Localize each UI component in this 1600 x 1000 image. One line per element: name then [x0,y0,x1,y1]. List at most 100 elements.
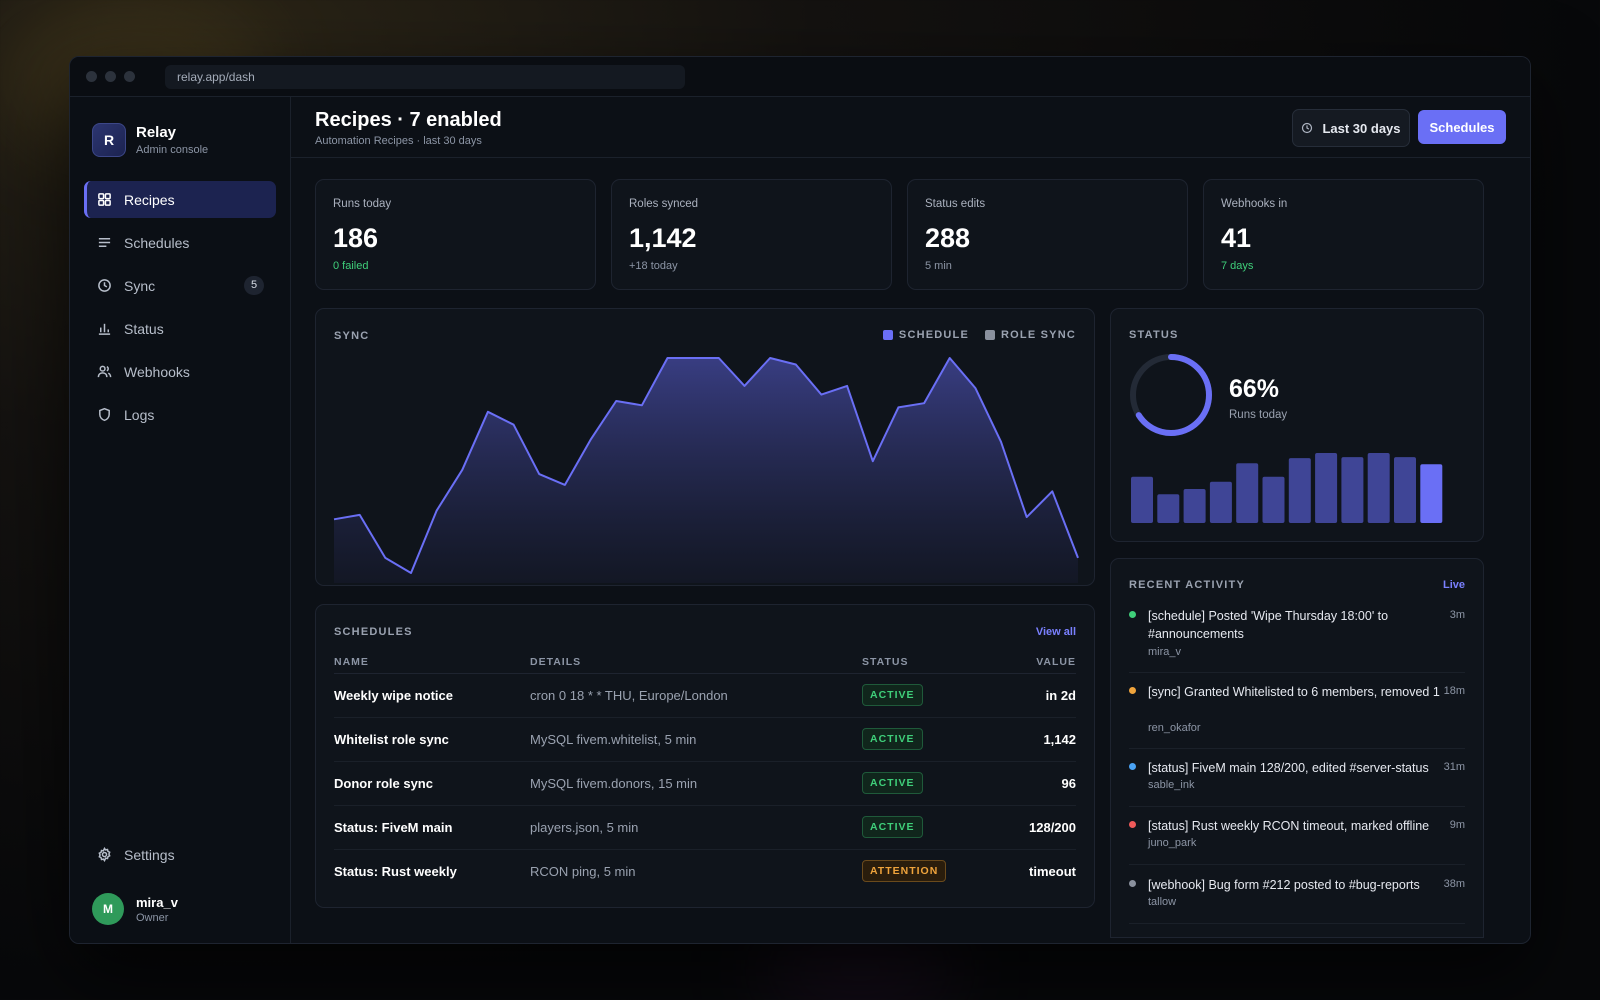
schedule-details: MySQL fivem.whitelist, 5 min [530,717,862,762]
status-bar[interactable] [1341,457,1364,523]
column-header-status[interactable]: STATUS [862,651,1000,674]
activity-time: 3m [1449,609,1465,621]
schedule-data-point[interactable] [405,567,417,579]
sidebar-item-schedules[interactable]: Schedules [84,224,276,261]
legend-item-role-sync[interactable]: ROLE SYNC [985,329,1076,341]
recent-activity-card: RECENT ACTIVITY Live [schedule] Posted '… [1110,558,1484,938]
user-profile[interactable]: M mira_v Owner [92,893,178,925]
activity-text: [schedule] Posted 'Wipe Thursday 18:00' … [1148,609,1389,641]
schedule-data-point[interactable] [585,434,597,446]
schedules-button[interactable]: Schedules [1418,110,1506,144]
date-range-button[interactable]: Last 30 days [1292,109,1410,147]
view-all-link[interactable]: View all [1035,626,1076,638]
schedule-data-point[interactable] [918,397,930,409]
schedule-data-point[interactable] [867,455,879,467]
schedule-data-point[interactable] [738,380,750,392]
window-minimize-dot[interactable] [105,71,116,82]
schedule-data-point[interactable] [559,479,571,491]
window-maximize-dot[interactable] [124,71,135,82]
stat-value: 1,142 [629,223,697,253]
schedule-data-point[interactable] [687,352,699,364]
window-close-dot[interactable] [86,71,97,82]
table-row[interactable]: Status: Rust weekly RCON ping, 5 min ATT… [334,849,1076,893]
activity-dot [1129,687,1136,694]
schedule-data-point[interactable] [482,406,494,418]
sync-count-badge: 5 [244,276,264,295]
activity-item[interactable]: [schedule] Posted 'Wipe Thursday 18:00' … [1129,607,1465,673]
status-bar[interactable] [1315,453,1338,523]
schedules-table: NAME DETAILS STATUS VALUE Weekly wipe no… [334,651,1076,893]
status-title: STATUS [1129,329,1179,341]
schedule-data-point[interactable] [533,468,545,480]
table-row[interactable]: Donor role sync MySQL fivem.donors, 15 m… [334,761,1076,806]
schedule-data-point[interactable] [1021,511,1033,523]
status-bar[interactable] [1157,494,1180,523]
schedule-data-point[interactable] [969,382,981,394]
activity-item[interactable]: [sync] Granted Whitelisted to 6 members,… [1129,683,1465,749]
clock-icon [98,279,111,292]
schedule-data-point[interactable] [841,380,853,392]
schedule-data-point[interactable] [764,352,776,364]
status-bar-chart [1131,453,1443,523]
donut-progress-arc [1130,354,1212,436]
status-bar[interactable] [1367,453,1390,523]
sidebar-item-label: Settings [124,846,175,863]
activity-time: 18m [1443,685,1465,697]
schedule-data-point[interactable] [379,552,391,564]
activity-item[interactable]: [status] Rust weekly RCON timeout, marke… [1129,817,1465,865]
schedule-data-point[interactable] [944,352,956,364]
main-content: Recipes · 7 enabled Automation Recipes ·… [291,97,1530,943]
status-bar[interactable] [1262,476,1285,523]
schedule-data-point[interactable] [995,436,1007,448]
schedule-data-point[interactable] [328,513,340,525]
schedule-data-point[interactable] [1072,552,1084,564]
schedule-data-point[interactable] [610,395,622,407]
status-bar[interactable] [1420,464,1443,523]
table-row[interactable]: Status: FiveM main players.json, 5 min A… [334,805,1076,850]
gear-icon [98,847,111,862]
activity-item[interactable]: [webhook] Bug form #212 posted to #bug-r… [1129,876,1465,924]
schedule-data-point[interactable] [508,419,520,431]
schedule-data-point[interactable] [636,399,648,411]
address-bar[interactable]: relay.app/dash [165,64,685,89]
status-bar[interactable] [1131,476,1153,523]
chart-legend: SCHEDULE ROLE SYNC [867,329,1076,341]
sidebar-item-webhooks[interactable]: Webhooks [84,353,276,390]
schedule-data-point[interactable] [456,464,468,476]
schedule-data-point[interactable] [892,401,904,413]
schedule-data-point[interactable] [354,509,366,521]
sidebar-item-sync[interactable]: Sync 5 [84,267,276,304]
sidebar-item-settings[interactable]: Settings [84,836,276,873]
schedule-data-point[interactable] [713,352,725,364]
sidebar-item-status[interactable]: Status [84,310,276,347]
sidebar-item-logs[interactable]: Logs [84,396,276,433]
schedule-data-point[interactable] [662,352,674,364]
schedule-data-point[interactable] [815,389,827,401]
legend-item-schedule[interactable]: SCHEDULE [882,329,970,341]
sidebar-item-label: Status [124,320,164,337]
live-indicator[interactable]: Live [1442,579,1465,591]
schedule-data-point[interactable] [431,505,443,517]
page-header: Recipes · 7 enabled Automation Recipes ·… [291,97,1530,158]
schedule-data-point[interactable] [790,358,802,370]
date-range-label: Last 30 days [1322,120,1401,136]
status-bar[interactable] [1183,489,1206,523]
activity-user: sable_ink [1148,779,1195,791]
schedule-data-point[interactable] [1046,485,1058,497]
legend-label: SCHEDULE [898,329,970,341]
activity-item[interactable]: [status] FiveM main 128/200, edited #ser… [1129,759,1465,807]
column-header-value[interactable]: VALUE [999,651,1076,674]
status-bar[interactable] [1288,458,1311,523]
column-header-name[interactable]: NAME [334,651,530,674]
table-row[interactable]: Whitelist role sync MySQL fivem.whitelis… [334,717,1076,762]
column-header-details[interactable]: DETAILS [530,651,862,674]
table-row[interactable]: Weekly wipe notice cron 0 18 * * THU, Eu… [334,673,1076,718]
status-bar[interactable] [1209,481,1232,523]
schedule-details: cron 0 18 * * THU, Europe/London [530,673,862,718]
stat-label: Webhooks in [1221,198,1288,210]
users-icon [97,365,112,378]
status-bar[interactable] [1394,457,1416,523]
activity-dot [1129,880,1136,887]
status-bar[interactable] [1236,463,1259,523]
sidebar-item-recipes[interactable]: Recipes [84,181,276,218]
